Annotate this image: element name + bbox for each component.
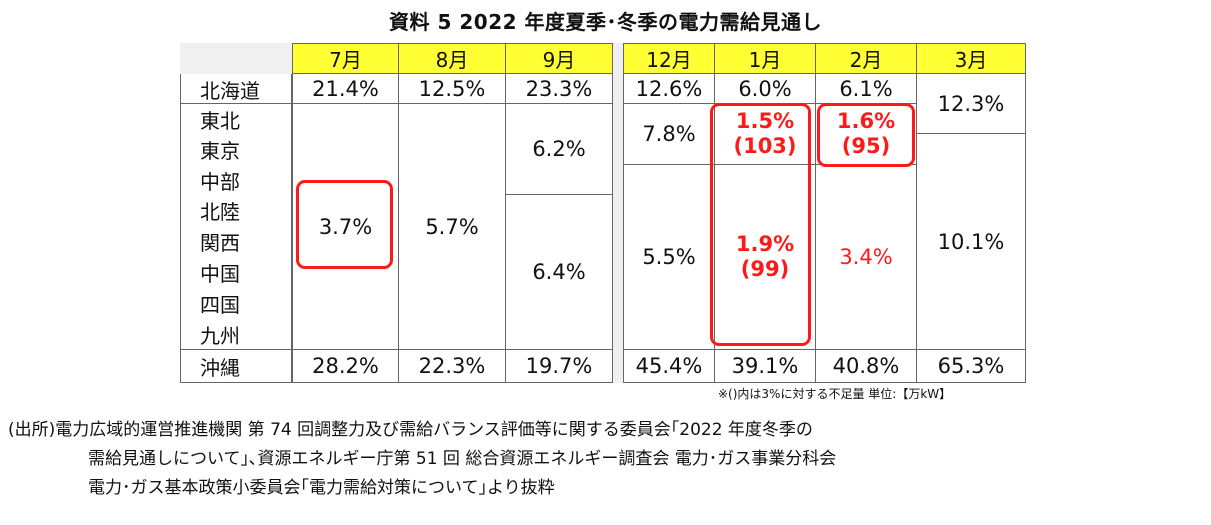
- region-label: 東京: [200, 138, 240, 163]
- cell-jul-mainland: 3.7%: [292, 104, 399, 350]
- feb-east-percent: 1.6%: [836, 109, 896, 134]
- cell-feb-west: 3.4%: [816, 165, 917, 350]
- cell-hokkaido-feb: 6.1%: [816, 74, 917, 104]
- cell-dec-east: 7.8%: [623, 104, 715, 165]
- supply-demand-table: 北海道 東北 東京 中部 北陸 関西 中国 四国 九州 沖縄 7月 8月 9月 …: [180, 43, 1026, 383]
- region-label: 四国: [200, 292, 240, 317]
- cell-hokkaido-sep: 23.3%: [506, 74, 613, 104]
- region-label: 東北: [200, 108, 240, 133]
- jan-west-shortage: (99): [740, 257, 790, 281]
- cell-okinawa-mar: 65.3%: [917, 350, 1026, 383]
- cell-aug-mainland: 5.7%: [399, 104, 506, 350]
- highlight-jul-mainland: [296, 180, 393, 269]
- cell-hokkaido-jan: 6.0%: [715, 74, 816, 104]
- cell-hokkaido-dec: 12.6%: [623, 74, 715, 104]
- jan-east-shortage: (103): [733, 134, 797, 158]
- region-label: 関西: [200, 230, 240, 255]
- source-citation: (出所)電力広域的運営推進機関 第 74 回調整力及び需給バランス評価等に関する…: [8, 416, 836, 503]
- month-header-1: 1月: [715, 43, 816, 74]
- region-label: 北海道: [200, 78, 260, 103]
- feb-east-shortage: (95): [841, 134, 891, 158]
- month-header-12: 12月: [623, 43, 715, 74]
- highlight-feb-east: [817, 103, 915, 167]
- region-label: 中国: [200, 261, 240, 286]
- month-header-3: 3月: [917, 43, 1026, 74]
- cell-feb-east: 1.6% (95): [816, 104, 917, 165]
- region-divider: [180, 349, 292, 350]
- month-header-7: 7月: [292, 43, 399, 74]
- cell-march-hokkaido-east: 12.3%: [917, 74, 1026, 134]
- source-line-1: (出所)電力広域的運営推進機関 第 74 回調整力及び需給バランス評価等に関する…: [8, 420, 813, 440]
- cell-okinawa-sep: 19.7%: [506, 350, 613, 383]
- cell-sep-west: 6.4%: [506, 195, 613, 350]
- month-header-9: 9月: [506, 43, 613, 74]
- source-line-2: 需給見通しについて｣､資源エネルギー庁第 51 回 総合資源エネルギー調査会 電…: [88, 449, 837, 469]
- cell-okinawa-jul: 28.2%: [292, 350, 399, 383]
- region-column: [180, 74, 292, 383]
- region-divider: [180, 74, 292, 104]
- cell-march-rest: 10.1%: [917, 134, 1026, 350]
- month-header-8: 8月: [399, 43, 506, 74]
- page-title: 資料 5 2022 年度夏季･冬季の電力需給見通し: [389, 10, 822, 34]
- month-header-2: 2月: [816, 43, 917, 74]
- cell-sep-east: 6.2%: [506, 104, 613, 195]
- region-label: 沖縄: [200, 356, 240, 380]
- cell-hokkaido-aug: 12.5%: [399, 74, 506, 104]
- cell-dec-west: 5.5%: [623, 165, 715, 350]
- unit-note: ※()内は3%に対する不足量 単位:【万kW】: [718, 387, 952, 401]
- cell-jan-east: 1.5% (103): [715, 104, 816, 165]
- highlight-jan-mainland: [710, 103, 811, 346]
- region-label: 北陸: [200, 199, 240, 224]
- cell-okinawa-aug: 22.3%: [399, 350, 506, 383]
- region-label: 九州: [200, 323, 240, 348]
- cell-okinawa-jan: 39.1%: [715, 350, 816, 383]
- cell-hokkaido-jul: 21.4%: [292, 74, 399, 104]
- jan-west-percent: 1.9%: [735, 232, 795, 257]
- region-label: 中部: [200, 169, 240, 194]
- source-line-3: 電力･ガス基本政策小委員会｢電力需給対策について｣より抜粋: [88, 478, 555, 498]
- cell-okinawa-feb: 40.8%: [816, 350, 917, 383]
- jan-east-percent: 1.5%: [735, 109, 795, 134]
- cell-okinawa-dec: 45.4%: [623, 350, 715, 383]
- cell-jan-west: 1.9% (99): [715, 165, 816, 350]
